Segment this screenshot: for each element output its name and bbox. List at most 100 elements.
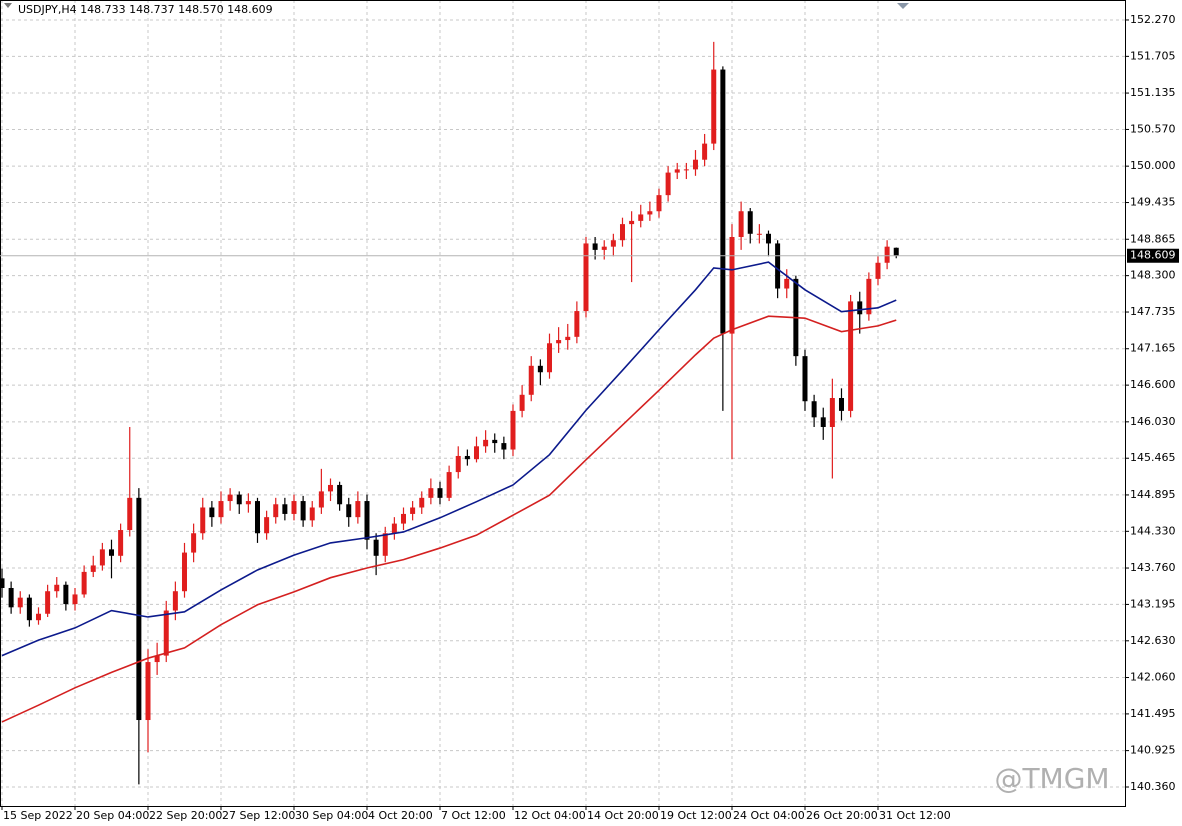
candle-body — [318, 491, 324, 508]
y-tick-label: 148.300 — [1130, 269, 1176, 282]
candle-body — [492, 439, 498, 444]
candle-body — [455, 455, 461, 473]
x-tick-label: 7 Oct 12:00 — [441, 809, 506, 822]
candle-body — [747, 211, 753, 234]
candle-body — [619, 224, 625, 241]
y-tick-label: 146.600 — [1130, 378, 1176, 391]
x-tick-label: 22 Sep 20:00 — [149, 809, 222, 822]
moving-average-line — [1, 315, 897, 723]
candle-body — [483, 439, 489, 447]
candle-body — [355, 501, 361, 518]
icon — [4, 3, 12, 8]
candle-body — [738, 211, 744, 238]
candle-body — [683, 169, 689, 171]
candle-body — [528, 365, 534, 395]
y-tick-label: 146.030 — [1130, 415, 1176, 428]
candle-body — [802, 356, 808, 402]
candle-body — [364, 501, 370, 540]
candle-body — [437, 488, 443, 498]
y-tick-label: 147.165 — [1130, 342, 1176, 355]
candle-body — [446, 472, 452, 498]
last-price-box — [1127, 248, 1179, 263]
candle-body — [154, 655, 160, 663]
candle-body — [191, 533, 197, 553]
candle-body — [172, 591, 178, 611]
candle-body — [8, 587, 14, 608]
candle-body — [811, 401, 817, 418]
candle-body — [337, 484, 343, 505]
candle-body — [583, 243, 589, 312]
y-tick-label: 143.195 — [1130, 597, 1176, 610]
x-tick-label: 15 Sep 2022 — [3, 809, 73, 822]
candle-body — [108, 549, 114, 556]
candle-body — [537, 365, 543, 373]
candle-body — [565, 336, 571, 341]
candle-body — [784, 278, 790, 289]
chart-header: USDJPY,H4 148.733 148.737 148.570 148.60… — [18, 3, 273, 16]
candle-body — [209, 507, 215, 518]
candle-body — [720, 69, 726, 334]
candle-body — [857, 301, 863, 315]
x-tick-label: 31 Oct 12:00 — [879, 809, 951, 822]
candle-body — [382, 533, 388, 556]
x-tick-label: 26 Oct 20:00 — [806, 809, 878, 822]
candle-body — [866, 278, 872, 315]
candle-body — [702, 143, 708, 160]
candle-body — [35, 613, 41, 621]
candle-body — [54, 584, 60, 592]
candle-body — [884, 246, 890, 263]
candle-body — [400, 513, 406, 524]
candle-body — [519, 394, 525, 411]
candle-body — [419, 497, 425, 508]
candle-body — [464, 455, 470, 460]
x-tick-label: 19 Oct 12:00 — [660, 809, 732, 822]
x-tick-label: 27 Sep 12:00 — [222, 809, 295, 822]
candle-body — [829, 398, 835, 427]
candle-body — [72, 594, 78, 605]
candle-body — [254, 501, 260, 534]
x-tick-label: 14 Oct 20:00 — [587, 809, 659, 822]
candle-body — [775, 243, 781, 289]
candle-body — [665, 172, 671, 196]
candle-body — [546, 343, 552, 373]
y-tick-label: 142.060 — [1130, 671, 1176, 684]
candle-body — [373, 539, 379, 556]
candle-body — [893, 247, 899, 256]
candle-body — [346, 504, 352, 518]
y-tick-label: 148.865 — [1130, 232, 1176, 245]
x-tick-label: 30 Sep 04:00 — [295, 809, 368, 822]
last-price-label: 148.609 — [1130, 249, 1176, 262]
candle-body — [282, 504, 288, 514]
candle-body — [638, 214, 644, 221]
candle-body — [756, 233, 762, 235]
watermark: @TMGM — [994, 762, 1109, 795]
candle-body — [291, 501, 297, 514]
candle-body — [81, 571, 87, 595]
candle-body — [136, 497, 142, 721]
candle-body — [428, 488, 434, 498]
candle-body — [692, 159, 698, 170]
y-tick-label: 142.630 — [1130, 634, 1176, 647]
candle-body — [592, 243, 598, 250]
candle-body — [729, 237, 735, 334]
y-tick-label: 150.570 — [1130, 122, 1176, 135]
y-tick-label: 141.495 — [1130, 707, 1176, 720]
candle-body — [90, 565, 96, 572]
candle-body — [391, 523, 397, 534]
candle-body — [838, 398, 844, 411]
candle-body — [0, 578, 5, 588]
x-tick-label: 24 Oct 04:00 — [733, 809, 805, 822]
y-tick-label: 140.360 — [1130, 780, 1176, 793]
candle-body — [273, 504, 279, 518]
candle-body — [327, 484, 333, 492]
candle-body — [674, 169, 680, 173]
candle-body — [610, 240, 616, 247]
candle-body — [63, 584, 69, 605]
candle-body — [218, 501, 224, 518]
candle-body — [45, 591, 51, 614]
y-tick-label: 143.760 — [1130, 561, 1176, 574]
candle-body — [227, 494, 233, 502]
x-tick-label: 20 Sep 04:00 — [76, 809, 149, 822]
